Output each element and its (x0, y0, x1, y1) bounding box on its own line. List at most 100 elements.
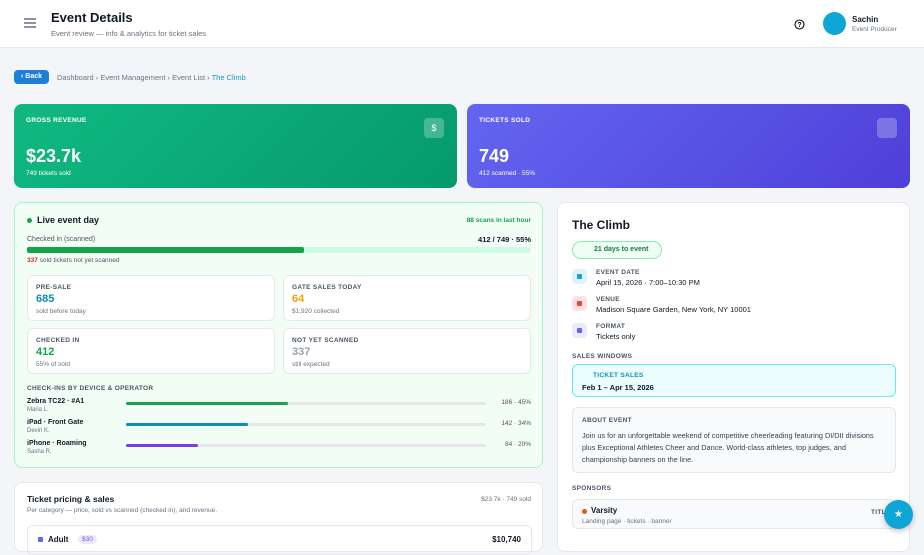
crumb[interactable]: Event Management (100, 73, 166, 82)
page-subtitle: Event review — info & analytics for tick… (51, 29, 207, 38)
detail-label: FORMAT (596, 323, 626, 330)
stat-label: NOT YET SCANNED (292, 337, 359, 344)
stat-sub: $1,920 collected (292, 308, 340, 315)
pricing-title: Ticket pricing & sales (27, 494, 115, 504)
detail-label: VENUE (596, 296, 620, 303)
countdown-badge: 21 days to event (572, 241, 662, 259)
svg-text:?: ? (797, 22, 801, 29)
device-name: iPhone · Roaming (27, 440, 87, 447)
badge-text: 21 days to event (594, 246, 649, 253)
card-icon: $ (424, 118, 444, 138)
device-value: 84 · 20% (504, 441, 531, 448)
tickets-card: TICKETS SOLD 749 412 scanned · 55% (467, 104, 910, 188)
card-icon (877, 118, 897, 138)
stat-card: GATE SALES TODAY 64 $1,920 collected (283, 275, 531, 321)
sales-window: TICKET SALES Feb 1 – Apr 15, 2026 (572, 364, 896, 397)
stat-value: 412 (36, 346, 55, 358)
sponsor-sub: Landing page · tickets · banner (582, 518, 672, 525)
stat-card: CHECKED IN 412 55% of sold (27, 328, 275, 374)
sales-windows-title: SALES WINDOWS (572, 353, 633, 360)
back-button[interactable]: ‹ Back (14, 70, 50, 84)
device-operator: Devin K. (27, 428, 50, 434)
not-scanned-note: 337 sold tickets not yet scanned (27, 257, 120, 264)
device-operator: Sasha R. (27, 449, 52, 455)
crumb-current: The Climb (211, 73, 246, 82)
device-name: iPad · Front Gate (27, 419, 84, 426)
card-label: GROSS REVENUE (26, 117, 87, 124)
window-label: TICKET SALES (593, 372, 644, 379)
sponsor-row: Varsity Landing page · tickets · banner … (572, 499, 896, 529)
event-title: The Climb (572, 218, 631, 232)
detail-value: April 15, 2026 · 7:00–10:30 PM (596, 278, 700, 287)
device-bar (126, 423, 249, 426)
stat-label: CHECKED IN (36, 337, 80, 344)
device-track (126, 423, 486, 426)
detail-icon-dot (577, 301, 582, 306)
device-bar (126, 402, 288, 405)
not-scanned-count: 337 (27, 257, 38, 264)
stat-label: PRE-SALE (36, 284, 72, 291)
detail-label: EVENT DATE (596, 269, 640, 276)
device-track (126, 444, 486, 447)
revenue-card: GROSS REVENUE $23.7k 749 tickets sold $ (14, 104, 457, 188)
detail-value: Tickets only (596, 332, 636, 341)
stat-card: PRE-SALE 685 sold before today (27, 275, 275, 321)
about-box: ABOUT EVENT Join us for an unforgettable… (572, 407, 896, 473)
stat-sub: 55% of sold (36, 361, 70, 368)
detail-value: Madison Square Garden, New York, NY 1000… (596, 305, 751, 314)
pricing-row: Adult $30 $10,740 (27, 525, 532, 555)
device-value: 142 · 34% (501, 420, 531, 427)
scans-rate: 88 scans in last hour (466, 217, 531, 224)
detail-icon-dot (577, 274, 582, 279)
stat-value: 685 (36, 293, 55, 305)
menu-icon[interactable] (24, 18, 36, 28)
device-value: 186 · 45% (501, 399, 531, 406)
user-role: Event Producer (852, 26, 897, 33)
user-name: Sachin (852, 15, 879, 24)
card-value: $23.7k (26, 146, 82, 166)
sponsors-title: SPONSORS (572, 485, 612, 492)
device-operator: Maria L. (27, 407, 49, 413)
sponsor-tier: TITLE (871, 509, 891, 516)
detail-icon (572, 323, 587, 338)
back-label[interactable]: Back (25, 73, 43, 80)
crumb[interactable]: Event List (172, 73, 206, 82)
device-bar (126, 444, 198, 447)
header: Event Details Event review — info & anal… (0, 0, 924, 48)
window-value: Feb 1 – Apr 15, 2026 (582, 383, 654, 392)
checked-label: Checked in (scanned) (27, 236, 96, 243)
card-sub: 749 tickets sold (26, 170, 71, 177)
stat-sub: sold before today (36, 308, 86, 315)
live-dot (27, 218, 32, 223)
pricing-summary: $23.7k · 749 sold (481, 496, 531, 503)
sponsor-dot (582, 509, 587, 514)
not-scanned-text: sold tickets not yet scanned (39, 257, 120, 264)
card-sub: 412 scanned · 55% (479, 170, 536, 177)
progress-fill (27, 247, 305, 253)
card-label: TICKETS SOLD (479, 117, 531, 124)
device-track (126, 402, 486, 405)
about-title: ABOUT EVENT (582, 417, 632, 424)
sponsor-name: Varsity (591, 506, 618, 515)
card-value: 749 (479, 146, 510, 166)
help-icon[interactable]: ? (794, 19, 805, 30)
live-title: Live event day (37, 215, 100, 225)
devices-title: CHECK-INS BY DEVICE & OPERATOR (27, 385, 154, 392)
event-panel: The Climb 21 days to event SALES WINDOWS… (557, 202, 910, 552)
device-name: Zebra TC22 · #A1 (27, 398, 85, 405)
breadcrumb: Dashboard › Event Management › Event Lis… (57, 73, 246, 82)
detail-icon (572, 296, 587, 311)
pricing-subtitle: Per category — price, sold vs scanned (c… (27, 507, 218, 514)
page-title: Event Details (51, 10, 133, 25)
detail-icon (572, 269, 587, 284)
crumb[interactable]: Dashboard (57, 73, 94, 82)
pricing-panel: Ticket pricing & sales Per category — pr… (14, 482, 543, 555)
avatar[interactable] (823, 12, 846, 35)
fab-button[interactable]: ★ (884, 500, 913, 529)
stat-sub: still expected (292, 361, 330, 368)
stat-value: 64 (292, 293, 305, 305)
progress-track (27, 247, 531, 253)
detail-icon-dot (577, 328, 582, 333)
live-panel: Live event day 88 scans in last hour Che… (14, 202, 543, 468)
